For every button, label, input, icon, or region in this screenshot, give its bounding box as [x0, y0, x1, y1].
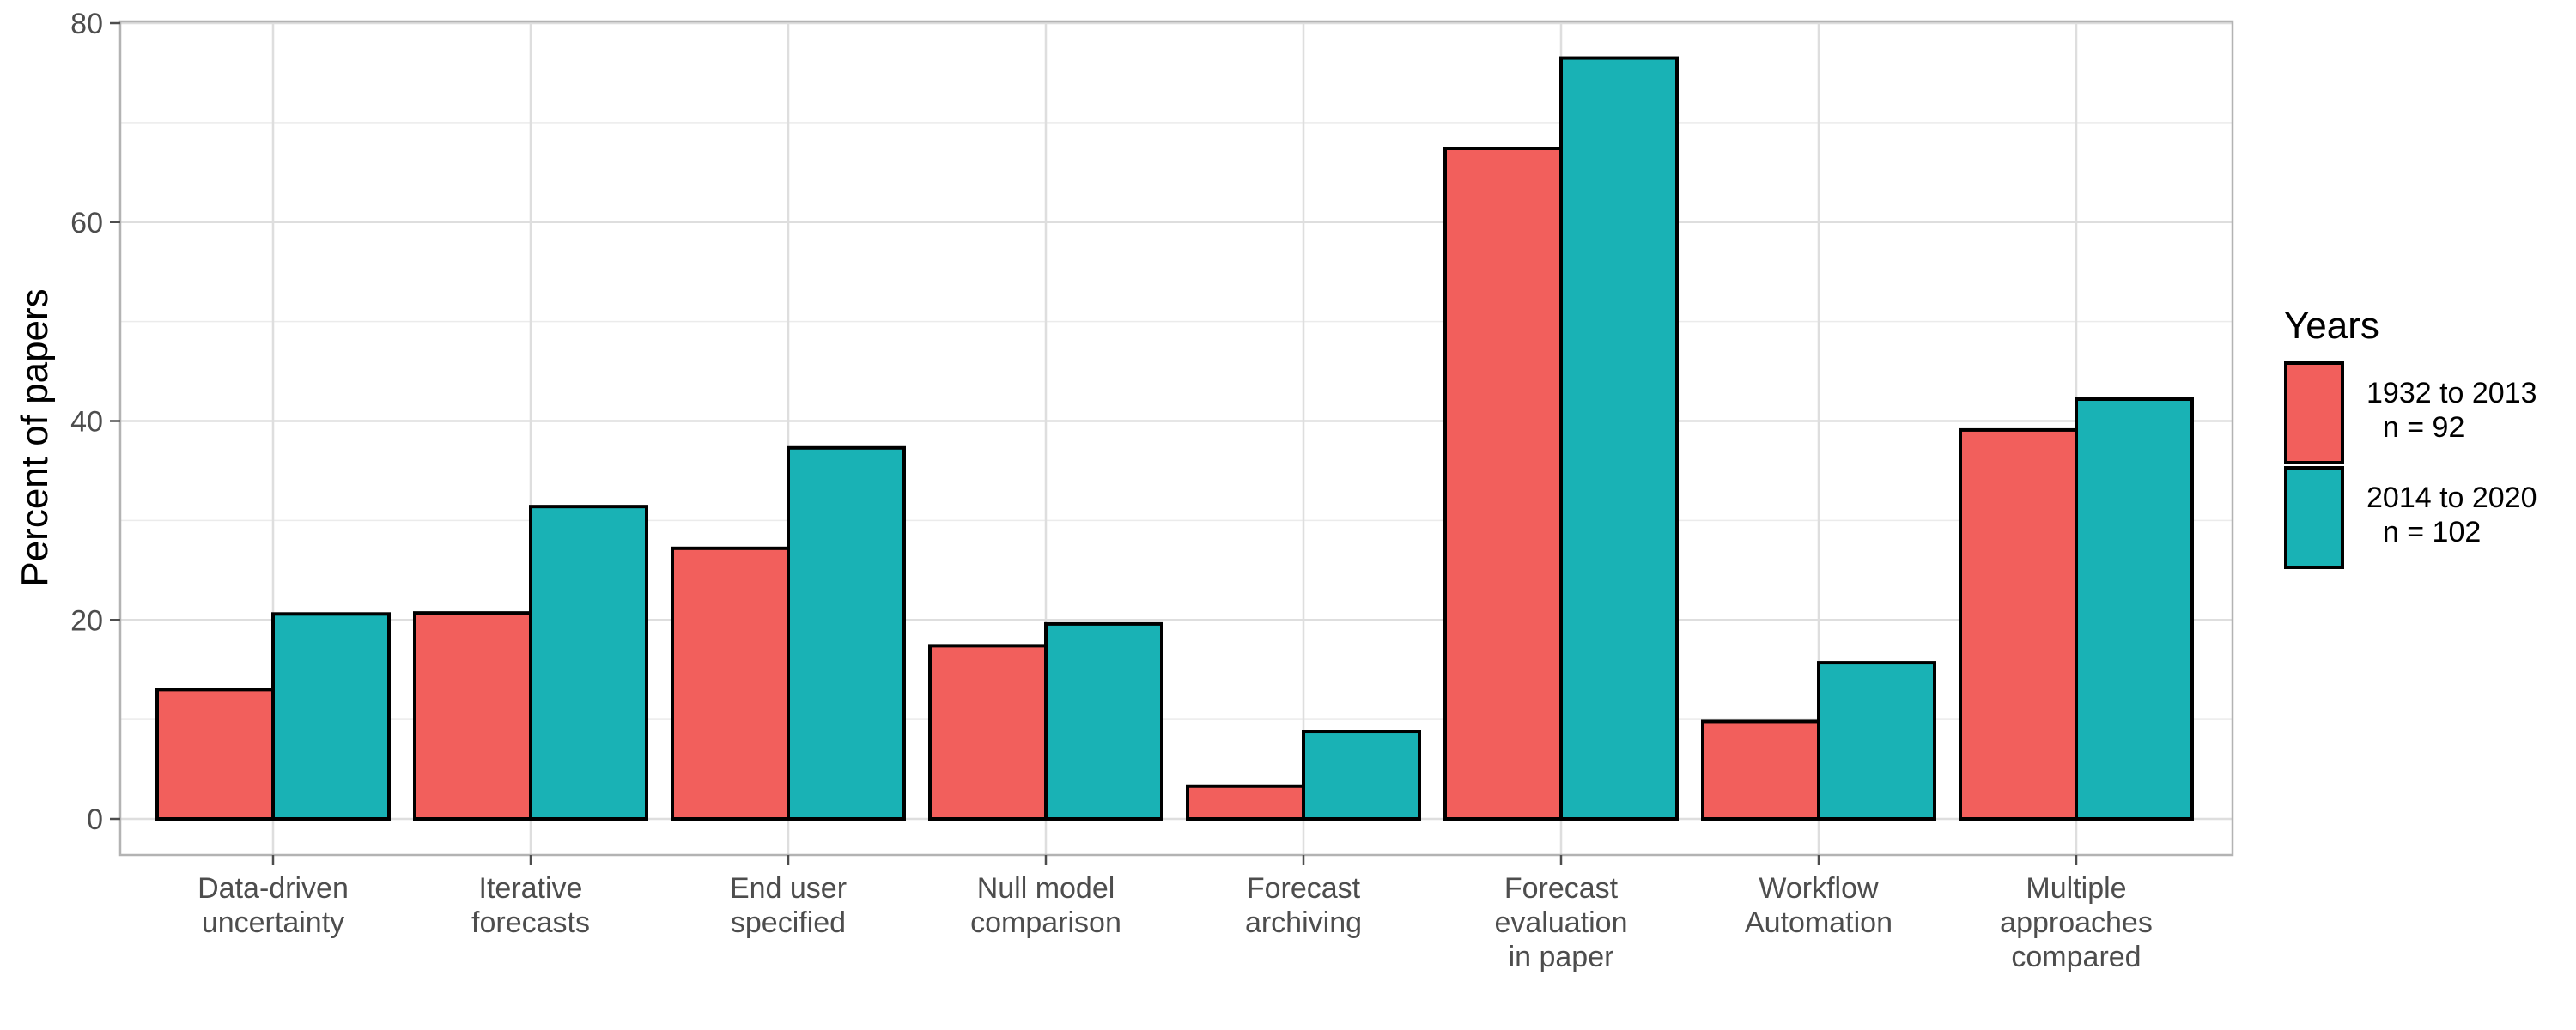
- bar-series-1: [671, 546, 790, 821]
- y-tick-label: 0: [87, 803, 103, 836]
- x-tick-label: Null model comparison: [970, 872, 1121, 939]
- bar-series-2: [1817, 661, 1936, 821]
- bar-series-2: [1302, 730, 1421, 821]
- x-tick-label: Forecast archiving: [1245, 872, 1362, 939]
- bar-series-1: [928, 644, 1048, 821]
- legend-label-series-1: 1932 to 2013 n = 92: [2366, 377, 2537, 444]
- y-tick-label: 60: [70, 207, 103, 239]
- bar-series-2: [1044, 621, 1163, 821]
- y-tick-label: 40: [70, 406, 103, 439]
- x-tick-label: End user specified: [730, 872, 847, 939]
- legend-key-series-2: [2284, 466, 2344, 569]
- legend: Years 1932 to 2013 n = 92 2014 to 2020 n =…: [2284, 305, 2537, 569]
- x-tick-label: Multiple approaches compared: [2000, 872, 2153, 973]
- x-tick-label: Data-driven uncertainty: [197, 872, 349, 939]
- bar-series-1: [1959, 427, 2078, 821]
- x-tick-label: Forecast evaluation in paper: [1494, 872, 1627, 973]
- y-tick-label: 20: [70, 604, 103, 637]
- bar-layer: [155, 56, 2194, 821]
- bar-series-2: [1559, 56, 1679, 821]
- bar-series-1: [1701, 719, 1820, 821]
- x-tick-label: Iterative forecasts: [471, 872, 590, 939]
- bar-series-2: [529, 505, 648, 821]
- y-axis-title: Percent of papers: [14, 288, 56, 586]
- bar-series-2: [2075, 397, 2194, 821]
- legend-label-series-2: 2014 to 2020 n = 102: [2366, 482, 2537, 548]
- y-tick-label: 80: [70, 8, 103, 40]
- bar-series-1: [155, 688, 275, 821]
- axis-layer: 0 20 40 60 80 Data-driven uncertainty Iterative…: [70, 8, 2153, 973]
- legend-key-series-1: [2284, 361, 2344, 464]
- bar-series-1: [1186, 784, 1305, 821]
- bar-series-1: [413, 611, 532, 821]
- legend-title: Years: [2284, 305, 2379, 347]
- x-tick-label: Workflow Automation: [1745, 872, 1893, 939]
- bar-series-1: [1443, 147, 1563, 821]
- bar-series-2: [787, 445, 906, 821]
- panel-border: [118, 20, 2234, 857]
- bar-series-2: [271, 612, 391, 821]
